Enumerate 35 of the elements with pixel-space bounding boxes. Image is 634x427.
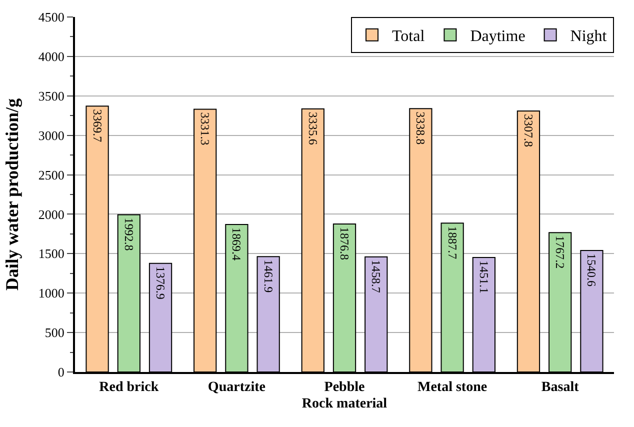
x-axis-title: Rock material: [302, 396, 388, 412]
y-tick-label: 2500: [38, 167, 64, 182]
data-label: 1767.2: [553, 236, 568, 269]
x-tick-label: Red brick: [99, 380, 159, 395]
y-tick-label: 500: [44, 325, 64, 340]
data-label: 1451.1: [476, 260, 491, 294]
data-label: 3369.7: [90, 109, 104, 142]
y-axis-title: Daily water production/g: [2, 98, 22, 291]
data-label: 3307.8: [521, 114, 536, 148]
data-label: 3338.8: [414, 112, 428, 145]
y-tick-label: 4000: [38, 48, 64, 64]
legend-label: Total: [392, 28, 426, 46]
y-tick-label: 1000: [38, 286, 64, 301]
data-label: 1458.7: [369, 260, 384, 293]
data-label: 1461.9: [261, 260, 276, 293]
data-label: 1376.9: [154, 266, 168, 300]
y-tick-label: 3500: [38, 88, 64, 104]
data-label: 1887.7: [445, 226, 460, 260]
y-tick-label: 0: [58, 364, 64, 380]
x-tick-label: Pebble: [324, 380, 365, 395]
y-tick-label: 3000: [38, 128, 64, 143]
y-tick-label: 4500: [38, 10, 64, 25]
data-label: 3335.6: [306, 112, 320, 145]
x-tick-label: Metal stone: [418, 380, 488, 395]
y-tick-label: 1500: [38, 246, 64, 262]
data-label: 1540.6: [584, 253, 599, 286]
legend-label: Night: [570, 28, 608, 46]
data-label: 1869.4: [230, 228, 244, 261]
legend-label: Daytime: [470, 28, 526, 46]
data-label: 3331.3: [198, 112, 212, 146]
data-label: 1876.8: [338, 226, 352, 260]
y-tick-label: 2000: [38, 206, 64, 222]
x-tick-label: Basalt: [541, 380, 580, 395]
data-label: 1992.8: [122, 218, 136, 251]
x-tick-label: Quartzite: [208, 380, 266, 395]
